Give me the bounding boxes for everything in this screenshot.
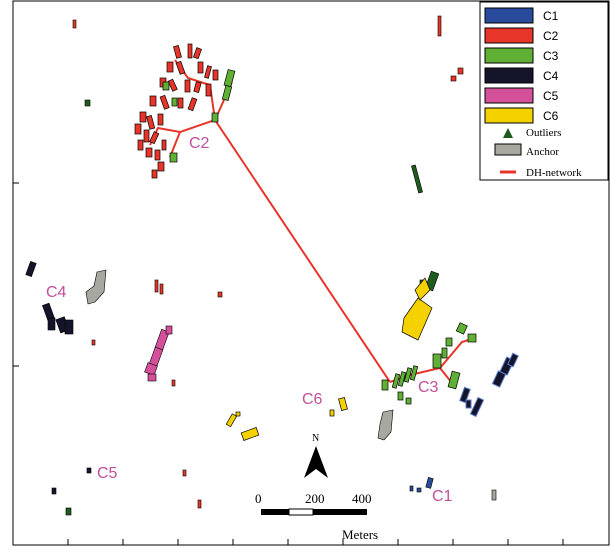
cluster-c4-buildings — [25, 261, 92, 495]
legend-anchor-swatch — [494, 143, 522, 156]
cluster-label-c4: C4 — [46, 284, 67, 301]
legend: C1 C2 C3 C4 C5 C6 Outliers Anchor DH-network — [479, 1, 609, 181]
north-arrow: N — [304, 433, 328, 478]
legend-swatch-c2 — [484, 27, 534, 44]
legend-outliers-label: Outliers — [526, 127, 561, 139]
legend-label-c4: C4 — [543, 69, 559, 83]
legend-label-c5: C5 — [543, 89, 559, 103]
cluster-c4-east-buildings — [459, 352, 519, 418]
legend-swatch-c3 — [484, 47, 534, 64]
north-arrow-label: N — [312, 433, 319, 444]
scale-tick-0: 0 — [255, 491, 262, 506]
legend-swatch-c1 — [484, 7, 534, 24]
cluster-c2-buildings — [134, 43, 219, 179]
scale-unit-label: Meters — [342, 527, 378, 542]
cluster-label-c3: C3 — [418, 379, 439, 396]
cluster-c6-buildings — [225, 277, 433, 441]
legend-swatch-c5 — [484, 87, 534, 104]
anchor-buildings — [85, 269, 497, 501]
scattered-red-buildings — [72, 15, 464, 509]
north-arrow-icon — [304, 446, 328, 478]
legend-swatch-c6 — [484, 107, 534, 124]
cluster-label-c2: C2 — [189, 135, 210, 152]
cluster-c3-north-buildings — [162, 69, 236, 163]
scale-tick-400: 400 — [352, 491, 372, 506]
cluster-label-c5: C5 — [97, 465, 118, 482]
legend-swatch-c4 — [484, 67, 534, 84]
legend-label-c1: C1 — [543, 9, 559, 23]
legend-label-c2: C2 — [543, 29, 559, 43]
cluster-c1-buildings — [409, 477, 434, 493]
cluster-c3-east-buildings — [381, 322, 477, 405]
legend-outliers-icon — [503, 128, 513, 138]
cluster-label-c6: C6 — [302, 391, 323, 408]
legend-network-label: DH-network — [526, 167, 582, 179]
scale-bar: 0 200 400 Meters — [255, 491, 378, 542]
cluster-c5-buildings — [144, 325, 173, 382]
cluster-label-c1: C1 — [432, 488, 453, 505]
scale-tick-200: 200 — [305, 491, 325, 506]
frame-ticks — [13, 182, 564, 545]
legend-anchor-label: Anchor — [526, 146, 559, 158]
legend-label-c6: C6 — [543, 109, 559, 123]
legend-label-c3: C3 — [543, 49, 559, 63]
cluster-labels: C2 C4 C6 C3 C5 C1 — [46, 135, 453, 505]
